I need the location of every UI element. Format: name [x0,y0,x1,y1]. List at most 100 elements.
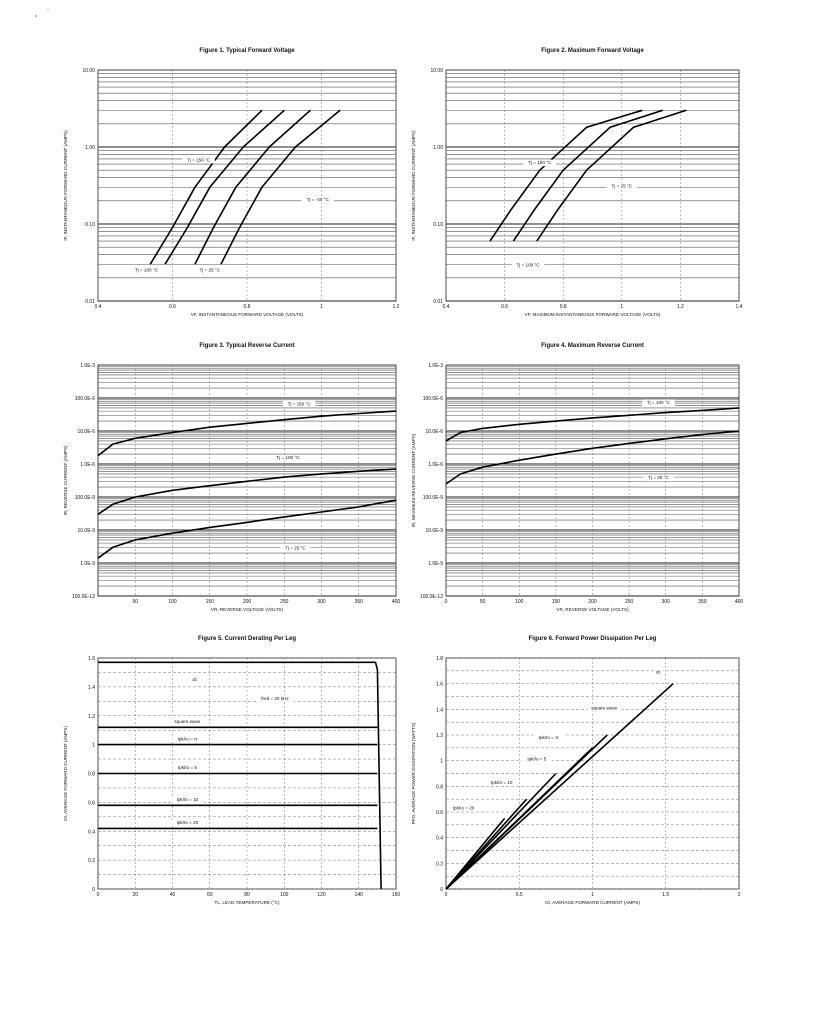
x-tick-label: 160 [392,892,401,898]
x-tick-label: 350 [698,599,707,605]
annotation-bg [485,779,518,786]
y-tick-label: 100.0E-9 [75,495,96,501]
chart-svg: Figure 6. Forward Power Dissipation Per … [411,636,741,905]
x-tick-label: 0.4 [95,304,102,310]
y-axis-label: PFO, AVERAGE POWER DISSIPATION (WATTS) [411,722,416,824]
chart-figure-6: Figure 6. Forward Power Dissipation Per … [408,628,753,913]
annotation-label: Tj = 25 °C [611,183,632,188]
x-tick-label: 1 [320,304,323,310]
annotation-bg [271,454,305,462]
x-axis-label: VR, REVERSE VOLTAGE (VOLTS) [211,607,284,612]
series-line [489,109,643,242]
annotation-label: Tj = 150 °C [288,401,312,406]
x-tick-label: 0.5 [516,892,523,898]
x-tick-label: 50 [132,599,138,605]
x-tick-label: 400 [392,599,401,605]
y-tick-label: 1.2 [88,714,95,720]
y-tick-label: 0.6 [436,810,443,816]
series-line [445,817,506,890]
annotation-bg [282,400,316,408]
y-tick-label: 10.0E-6 [425,429,443,435]
x-tick-label: 80 [244,892,250,898]
y-tick-label: 10.0E-9 [425,528,443,534]
plot-frame [445,69,740,302]
x-tick-label: 250 [280,599,289,605]
x-axis-label: VF, INSTANTANEOUS FORWARD VOLTAGE (VOLTS… [191,312,304,317]
annotation-bg [194,267,225,274]
x-tick-label: 50 [480,599,486,605]
annotation-bg [190,676,200,684]
y-tick-label: 1 [440,759,443,765]
y-axis-label: IF, INSTANTANEOUS FORWARD CURRENT (AMPS) [411,130,416,241]
y-axis-label: IR, REVERSE CURRENT (AMPS) [63,445,68,516]
annotation-label: Tj = 100 °C [276,455,300,460]
series-line [97,410,397,457]
chart-svg: Figure 2. Maximum Forward Voltage 0.4 0.6 0… [411,48,743,317]
x-tick-label: 60 [207,892,213,898]
y-tick-label: 0 [92,887,95,893]
annotation-label: Ipk/Io = 10 [491,780,513,785]
annotation-bg [587,704,621,712]
x-tick-label: 400 [735,599,744,605]
series-line [512,109,664,242]
gridlines [445,657,740,890]
annotation-bg [172,764,203,772]
x-tick-label: 100 [280,892,289,898]
x-tick-label: 0 [97,892,100,898]
y-tick-label: 1.2 [436,733,443,739]
x-tick-label: 0.8 [560,304,567,310]
annotation-bg [643,474,674,482]
x-tick-label: 350 [355,599,364,605]
x-tick-label: 2 [738,892,741,898]
y-tick-label: 1.4 [88,685,95,691]
gridlines [98,365,397,597]
annotation-label: square wave [591,705,617,710]
y-tick-label: 0.2 [88,858,95,864]
chart-title: Figure 2. Maximum Forward Voltage [541,48,644,54]
chart-figure-2: Figure 2. Maximum Forward Voltage 0.4 0.6 0… [408,40,753,325]
annotation-bg [172,735,203,743]
x-tick-label: 250 [625,599,634,605]
y-tick-label: 0.01 [433,299,443,305]
annotation-label: Ipk/Io = π [539,735,559,740]
y-axis-label: IO, AVERAGE FORWARD CURRENT (AMPS) [63,726,68,821]
annotation-label: Tj = 150 °C [528,160,552,165]
x-tick-label: 200 [588,599,597,605]
y-tick-label: 100.0E-9 [423,495,444,501]
annotation-bg [447,804,480,812]
y-tick-label: 1.8 [436,656,443,662]
annotation-label: Ipk/Io = 20 [453,805,475,810]
series-line [97,468,397,515]
x-tick-label: 0.4 [443,304,450,310]
annotation-label: square wave [174,719,200,724]
x-axis-label: VR, REVERSE VOLTAGE (VOLTS) [556,607,629,612]
y-tick-label: 0.6 [88,800,95,806]
y-tick-label: 0.01 [85,299,95,305]
series-line [536,109,687,242]
chart-svg: Figure 1. Typical Forward Voltage 0.4 0.6 0… [63,48,400,317]
annotation-bg [171,718,204,725]
y-tick-label: 100.0E-12 [72,594,95,600]
annotation-bg [533,734,564,741]
y-tick-label: 10.00 [430,68,443,74]
y-tick-label: 1.0E-3 [428,363,443,369]
x-tick-label: 0 [445,599,448,605]
annotation-bg [171,819,204,827]
x-tick-label: 100 [168,599,177,605]
gridlines [445,70,740,302]
series-line [97,499,397,559]
annotation-label: Tj = 25 °C [648,475,669,480]
y-axis-label: IF, INSTANTANEOUS FORWARD CURRENT (AMPS) [63,130,68,241]
annotation-label: Tj = 150 °C [187,157,211,162]
annotation-label: dc [192,677,198,682]
series-line [98,661,382,890]
annotation-bg [606,182,637,190]
y-tick-label: 1.00 [433,145,443,151]
series-line [194,109,311,265]
annotation-bg [523,159,557,167]
annotation-label: Tj = 100 °C [647,400,671,405]
y-tick-label: 10.0E-6 [77,429,95,435]
annotation-label: Tj = 25 °C [285,545,306,550]
y-tick-label: 1.0E-6 [80,462,95,468]
y-tick-label: 0.8 [88,772,95,778]
